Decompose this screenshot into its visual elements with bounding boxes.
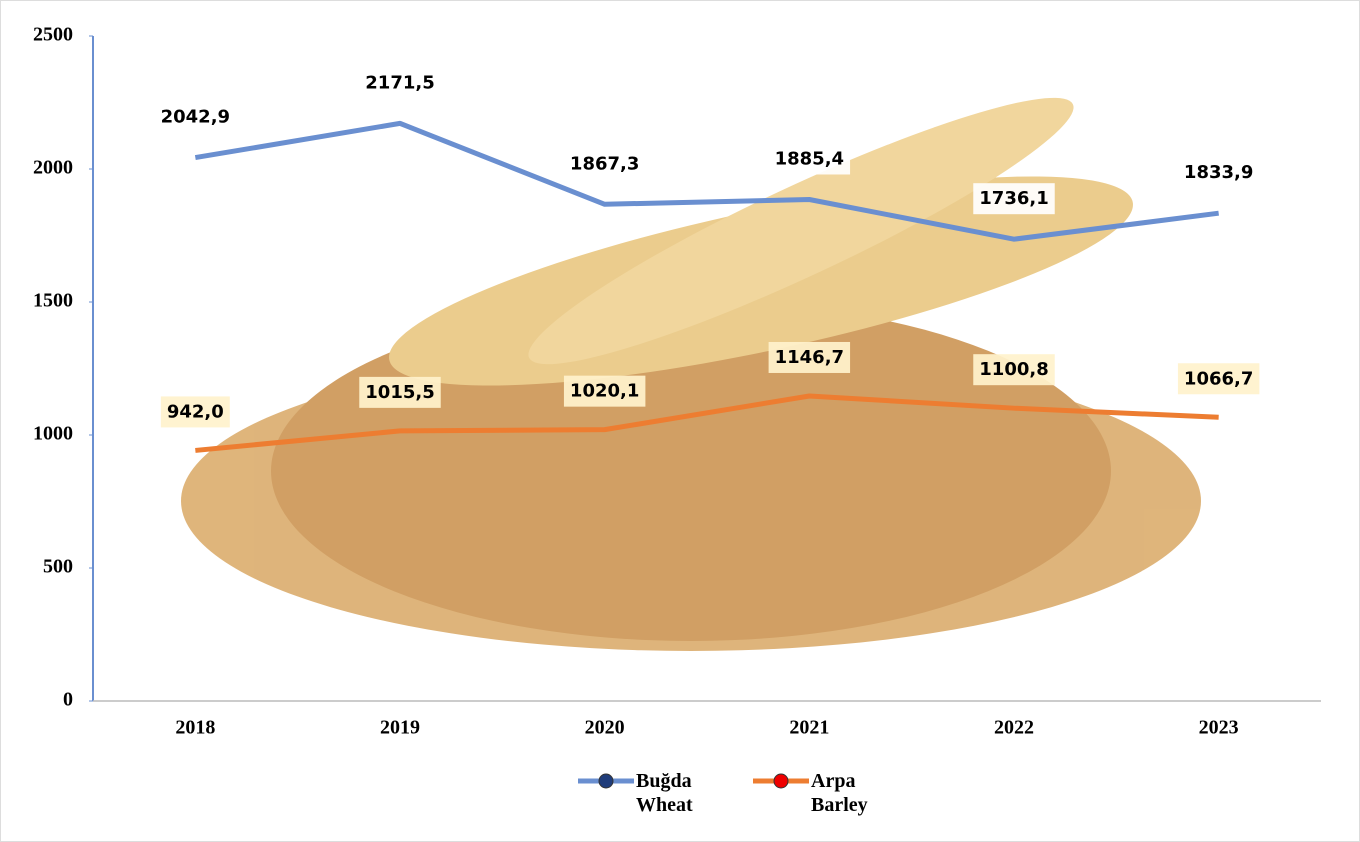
data-label-text: 1066,7 (1184, 368, 1253, 389)
data-label: 1736,1 (973, 183, 1055, 215)
legend-label: Arpa Barley (811, 770, 868, 816)
x-tick-label: 2022 (994, 717, 1034, 739)
data-label-text: 1020,1 (570, 381, 639, 402)
data-label-bg (359, 67, 441, 99)
data-label-bg (973, 354, 1055, 386)
data-label: 942,0 (160, 396, 230, 428)
data-label-text: 1885,4 (775, 148, 844, 169)
legend-swatch (753, 773, 809, 789)
data-label-text: 1015,5 (365, 382, 434, 403)
data-label-text: 1146,7 (775, 347, 844, 368)
y-tick-label: 1500 (33, 290, 73, 312)
data-label-bg (160, 396, 230, 428)
x-tick-label: 2019 (380, 717, 420, 739)
data-label-text: 942,0 (167, 401, 224, 422)
data-label-text: 1833,9 (1184, 162, 1253, 183)
legend-swatch (578, 773, 634, 789)
background-illustration (181, 97, 1201, 651)
y-tick-label: 2500 (33, 24, 73, 46)
y-tick-label: 1000 (33, 423, 73, 445)
data-label-bg (768, 341, 851, 373)
x-tick-label: 2023 (1199, 717, 1239, 739)
legend-item: Buğda Wheat (576, 769, 706, 817)
data-label-text: 2042,9 (161, 107, 230, 128)
data-label: 1833,9 (1177, 157, 1260, 189)
data-label-bg (1177, 157, 1260, 189)
data-label: 2042,9 (154, 101, 237, 133)
data-label-bg (563, 148, 646, 180)
data-label-bg (563, 375, 646, 407)
series-line (195, 393, 1219, 453)
data-label-bg (154, 101, 237, 133)
data-label-bg (1177, 363, 1260, 395)
legend-item: Arpa Barley (751, 769, 881, 817)
data-label: 1146,7 (768, 341, 851, 373)
data-label-text: 2171,5 (365, 72, 434, 93)
y-tick-label: 0 (63, 689, 73, 711)
data-label: 1885,4 (768, 143, 851, 175)
data-label: 1867,3 (563, 148, 646, 180)
data-label-bg (359, 376, 441, 408)
data-label: 2171,5 (359, 67, 441, 99)
data-label: 1100,8 (973, 354, 1055, 386)
data-label-text: 1867,3 (570, 153, 639, 174)
data-label: 1020,1 (563, 375, 646, 407)
series-line (194, 120, 1219, 242)
data-label: 1015,5 (359, 376, 441, 408)
y-tick-label: 500 (43, 556, 73, 578)
data-label: 1066,7 (1177, 363, 1260, 395)
data-label-bg (768, 143, 851, 175)
legend-label: Buğda Wheat (636, 770, 693, 816)
data-label-text: 1100,8 (979, 359, 1048, 380)
data-label-bg (973, 183, 1055, 215)
x-tick-label: 2020 (585, 717, 625, 739)
x-tick-label: 2018 (175, 717, 215, 739)
y-tick-label: 2000 (33, 157, 73, 179)
x-tick-label: 2021 (789, 717, 829, 739)
data-label-text: 1736,1 (979, 188, 1048, 209)
